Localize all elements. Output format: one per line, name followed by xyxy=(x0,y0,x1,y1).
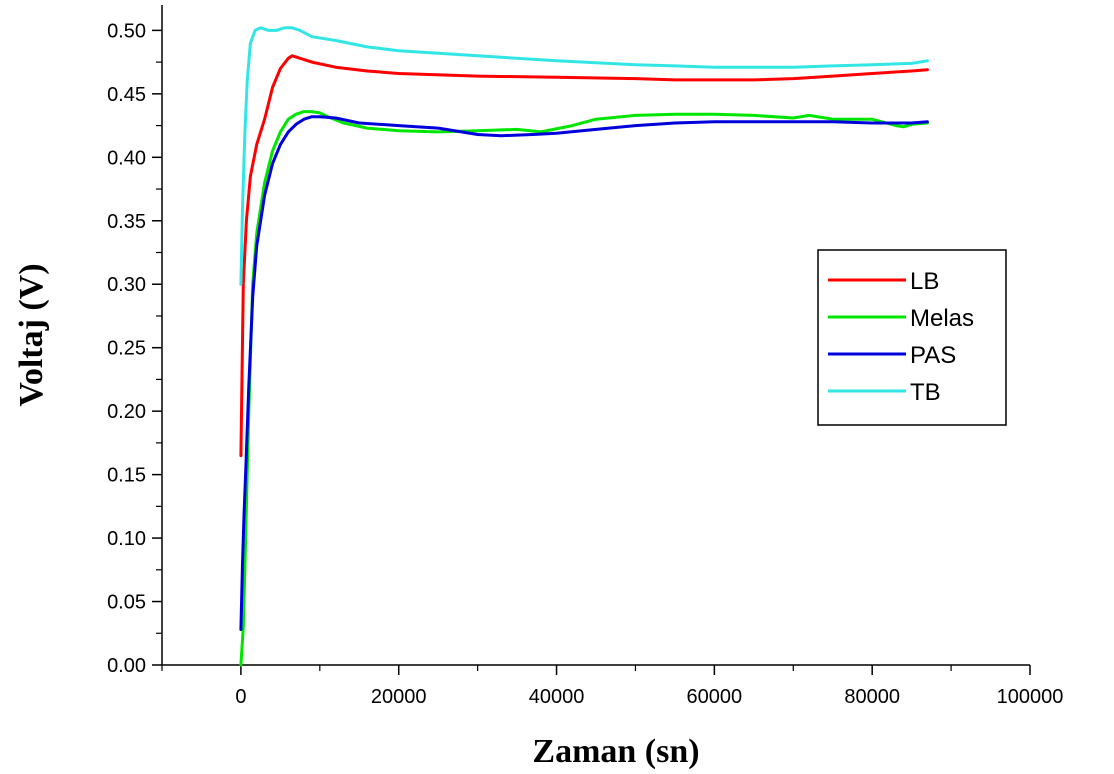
y-tick-label: 0.05 xyxy=(107,592,146,614)
series-line-tb xyxy=(239,26,929,286)
series-line-melas xyxy=(239,110,929,667)
legend-label-lb: LB xyxy=(910,268,939,295)
legend-label-melas: Melas xyxy=(910,305,974,332)
y-tick-label: 0.15 xyxy=(107,465,146,487)
y-tick-label: 0.40 xyxy=(107,147,146,169)
y-tick-label: 0.20 xyxy=(107,401,146,423)
x-tick-label: 100000 xyxy=(997,686,1064,708)
x-axis-title: Zaman (sn) xyxy=(532,733,699,770)
y-tick-label: 0.35 xyxy=(107,211,146,233)
y-tick-label: 0.45 xyxy=(107,84,146,106)
series-lines xyxy=(239,26,929,667)
tick-labels: 0 20000 40000 60000 80000 100000 0.00 0.05 0.10 0… xyxy=(107,20,1063,708)
tick-marks xyxy=(152,29,1031,675)
legend: LB Melas PAS TB xyxy=(817,249,1007,426)
x-tick-label: 40000 xyxy=(529,686,585,708)
axes xyxy=(161,5,1030,666)
y-tick-label: 0.50 xyxy=(107,20,146,42)
legend-label-pas: PAS xyxy=(910,342,956,369)
x-tick-label: 60000 xyxy=(687,686,743,708)
x-tick-label: 0 xyxy=(235,686,246,708)
series-line-lb xyxy=(239,54,929,458)
x-tick-label: 80000 xyxy=(844,686,900,708)
y-tick-label: 0.10 xyxy=(107,528,146,550)
y-tick-label: 0.00 xyxy=(107,655,146,677)
series-line-pas xyxy=(239,115,929,631)
x-tick-label: 20000 xyxy=(371,686,427,708)
y-tick-label: 0.25 xyxy=(107,338,146,360)
legend-label-tb: TB xyxy=(910,379,941,406)
y-tick-label: 0.30 xyxy=(107,274,146,296)
y-axis-title: Voltaj (V) xyxy=(13,263,50,406)
